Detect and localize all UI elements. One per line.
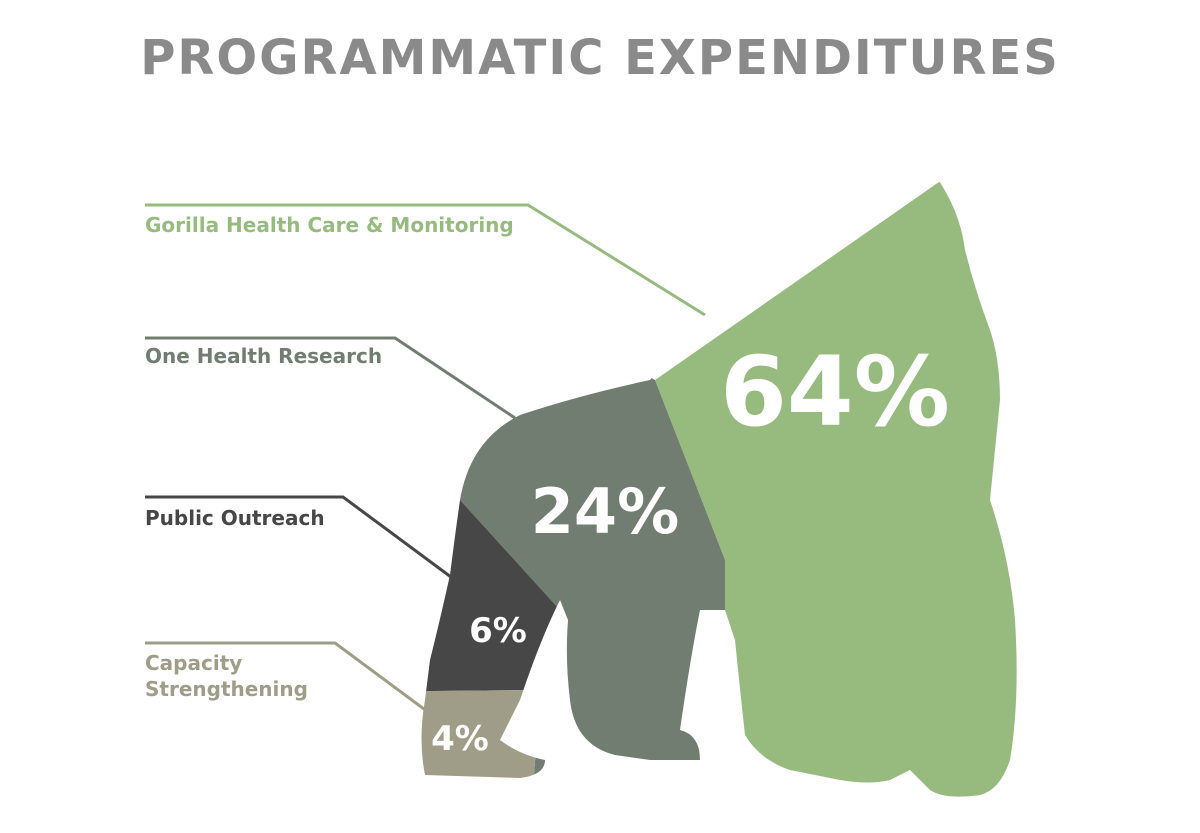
segment-capacity <box>421 690 540 797</box>
segment-gorilla-health <box>655 144 1017 797</box>
legend-label-capacity: Capacity Strengthening <box>145 651 308 701</box>
data-label-capacity: 4% <box>431 719 489 759</box>
leader-line-capacity <box>145 641 429 714</box>
legend-label-one-health: One Health Research <box>145 344 382 368</box>
data-label-gorilla-health: 64% <box>720 336 950 448</box>
legend-label-gorilla-health: Gorilla Health Care & Monitoring <box>145 213 514 237</box>
leader-line-public-outreach <box>145 495 456 582</box>
legend-label-public-outreach: Public Outreach <box>145 506 325 530</box>
data-label-public-outreach: 6% <box>469 611 527 651</box>
leader-line-gorilla-health <box>145 203 706 317</box>
chart-title: PROGRAMMATIC EXPENDITURES <box>140 30 1060 86</box>
leader-line-one-health <box>145 336 516 420</box>
segment-one-health <box>421 144 725 797</box>
data-label-one-health: 24% <box>531 475 679 548</box>
